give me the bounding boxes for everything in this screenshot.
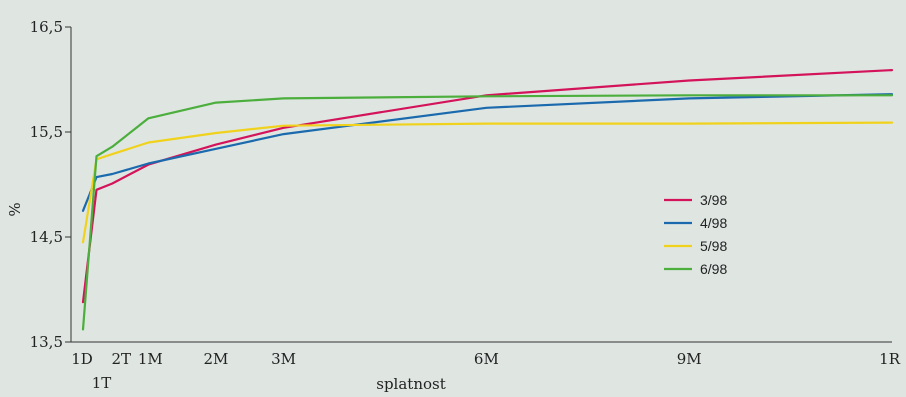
x-tick-label: 2T xyxy=(112,350,132,368)
x-tick-label: 1R xyxy=(879,350,901,368)
x-axis-title: splatnost xyxy=(376,375,446,393)
x-tick-label: 1D xyxy=(71,350,93,368)
legend: 3/98 4/98 5/98 6/98 xyxy=(664,192,727,277)
series-line-5-98 xyxy=(81,121,894,244)
y-tick-label: 15,5 xyxy=(30,123,63,141)
y-tick-label: 13,5 xyxy=(30,333,63,351)
legend-label: 4/98 xyxy=(700,215,727,231)
y-axis-title: % xyxy=(6,202,24,216)
legend-label: 3/98 xyxy=(700,192,727,208)
series-line-4-98 xyxy=(81,93,894,212)
y-ticks: 13,5 14,5 15,5 16,5 xyxy=(30,18,71,351)
y-tick-label: 14,5 xyxy=(30,228,63,246)
series-lines xyxy=(81,68,894,331)
legend-label: 6/98 xyxy=(700,261,727,277)
x-tick-label: 1M xyxy=(138,350,163,368)
axes xyxy=(70,27,892,343)
series-line-6-98 xyxy=(81,94,894,331)
x-tick-label: 9M xyxy=(677,350,702,368)
x-tick-label: 3M xyxy=(271,350,296,368)
x-tick-label: 6M xyxy=(474,350,499,368)
y-tick-label: 16,5 xyxy=(30,18,63,36)
legend-label: 5/98 xyxy=(700,238,727,254)
x-tick-label: 2M xyxy=(204,350,229,368)
x-tick-label: 1T xyxy=(92,374,112,392)
series-line-3-98 xyxy=(81,68,894,304)
